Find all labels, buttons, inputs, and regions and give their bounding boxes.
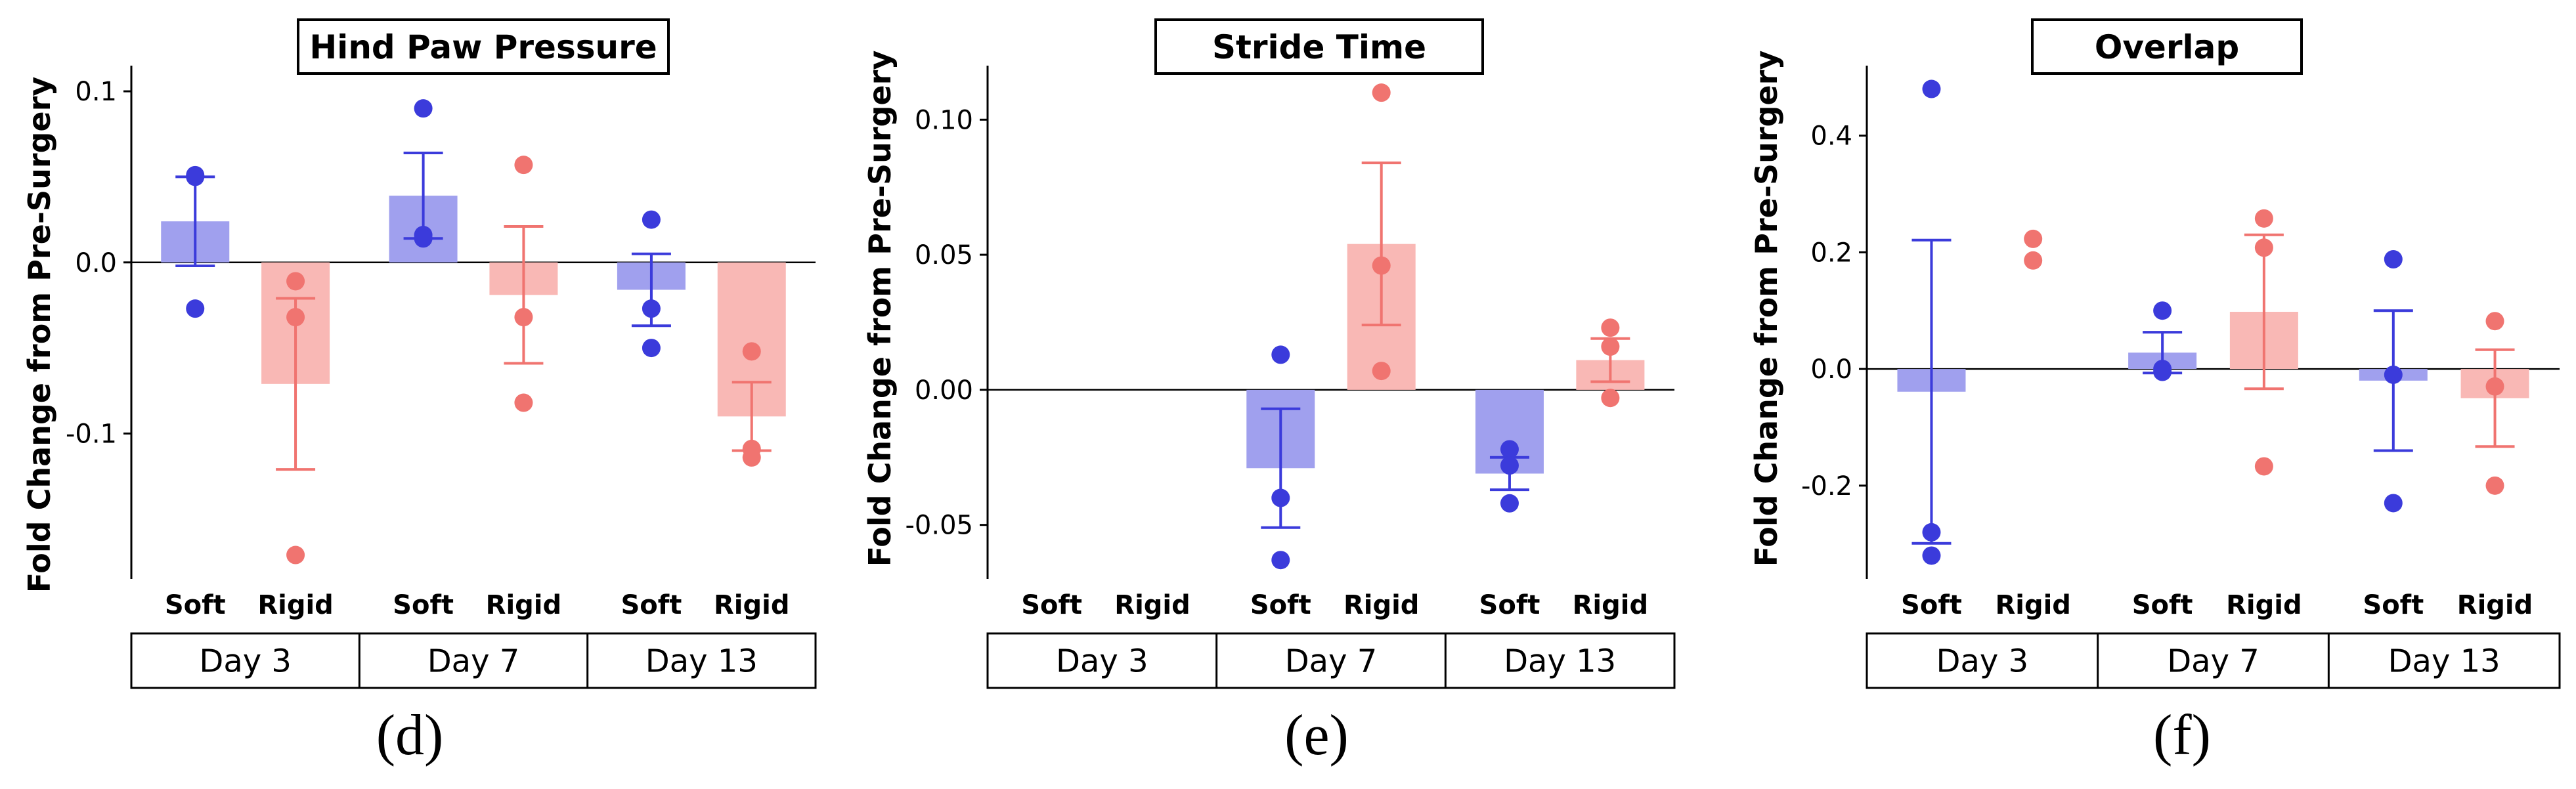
- panel-e-category-label: Rigid: [1573, 590, 1649, 620]
- panel-e-point-rigid-2: [1601, 389, 1620, 408]
- panel-f-label: (f): [2153, 704, 2211, 767]
- panel-e-point-soft-2: [1500, 494, 1519, 513]
- panel-d-category-label: Soft: [621, 590, 682, 620]
- panel-e-category-label: Soft: [1021, 590, 1082, 620]
- panel-f-y-tick-label: -0.2: [1801, 471, 1852, 501]
- panel-d-point-rigid-1: [514, 308, 533, 327]
- panel-d-category-label: Rigid: [714, 590, 790, 620]
- panel-d-y-tick-label: 0.0: [75, 248, 117, 278]
- panel-f-point-soft-1: [2153, 301, 2172, 320]
- panel-e-point-rigid-1: [1372, 256, 1391, 275]
- panel-d-title: Hind Paw Pressure: [297, 18, 670, 75]
- panel-e-point-soft-2: [1500, 440, 1519, 459]
- panel-f-y-tick-label: 0.4: [1810, 121, 1852, 152]
- panel-e-group-label: Day 3: [1056, 643, 1148, 680]
- panel-e-label: (e): [1284, 704, 1349, 767]
- panel-d-point-rigid-2: [742, 342, 761, 361]
- panel-f-point-soft-2: [2384, 494, 2403, 513]
- panel-f-group-box: [1866, 632, 2561, 689]
- panel-d-y-tick-label: -0.1: [66, 419, 117, 449]
- panel-e-y-tick-label: 0.10: [915, 105, 973, 135]
- panel-f-point-soft-0: [1922, 79, 1941, 98]
- panel-f-point-rigid-1: [2254, 238, 2273, 257]
- panel-f-category-label: Rigid: [2457, 590, 2533, 620]
- panel-e-point-soft-1: [1271, 488, 1290, 507]
- panel-f-y-tick-label: 0.2: [1810, 238, 1852, 268]
- panel-e-point-rigid-2: [1601, 337, 1620, 356]
- panel-d-point-soft-2: [642, 339, 661, 358]
- panel-e-point-rigid-1: [1372, 83, 1391, 102]
- panel-d-group-box: [130, 632, 817, 689]
- panel-e-point-rigid-1: [1372, 362, 1391, 381]
- panel-f-point-rigid-1: [2254, 209, 2273, 228]
- panel-d-category-label: Rigid: [486, 590, 562, 620]
- panel-d-group-label: Day 3: [199, 643, 292, 680]
- panel-e-group-label: Day 7: [1285, 643, 1378, 680]
- panel-f-category-label: Soft: [2132, 590, 2193, 620]
- panel-e-point-soft-1: [1271, 345, 1290, 364]
- panel-f-group-label: Day 7: [2167, 643, 2259, 680]
- panel-e-y-tick-label: -0.05: [906, 511, 974, 541]
- panel-f-title: Overlap: [2031, 18, 2303, 75]
- panel-e-category-label: Rigid: [1114, 590, 1190, 620]
- panel-d-point-soft-0: [186, 299, 205, 318]
- panel-d-point-rigid-1: [514, 156, 533, 175]
- panel-e-title: Stride Time: [1154, 18, 1484, 75]
- panel-e-category-label: Rigid: [1343, 590, 1420, 620]
- panel-f-point-rigid-0: [2024, 251, 2043, 270]
- panel-f-point-rigid-2: [2485, 312, 2504, 331]
- panel-f-point-soft-2: [2384, 365, 2403, 384]
- panel-d-point-rigid-2: [742, 448, 761, 467]
- panel-f-point-rigid-1: [2254, 457, 2273, 476]
- panel-d-point-soft-2: [642, 299, 661, 318]
- panel-f-y-tick-label: 0.0: [1810, 354, 1852, 385]
- panel-e-point-soft-1: [1271, 551, 1290, 570]
- panel-d-point-rigid-1: [514, 393, 533, 412]
- panel-e-group-label: Day 13: [1504, 643, 1616, 680]
- panel-d-category-label: Rigid: [257, 590, 334, 620]
- panel-f-point-rigid-0: [2024, 229, 2043, 248]
- panel-d-point-rigid-0: [286, 308, 305, 327]
- panel-d-point-soft-2: [642, 210, 661, 229]
- panel-f-category-label: Rigid: [2226, 590, 2302, 620]
- panel-d-group-label: Day 13: [645, 643, 758, 680]
- panel-f-group-label: Day 3: [1936, 643, 2029, 680]
- panel-d-point-soft-0: [186, 167, 205, 186]
- panel-d-group-label: Day 7: [427, 643, 520, 680]
- panel-d-point-rigid-0: [286, 545, 305, 565]
- panel-f-category-label: Rigid: [1995, 590, 2071, 620]
- panel-d-y-tick-label: 0.1: [75, 77, 117, 107]
- panel-e-category-label: Soft: [1250, 590, 1311, 620]
- panel-f-point-soft-1: [2153, 362, 2172, 381]
- panel-d-point-soft-1: [414, 229, 433, 248]
- panel-f-point-soft-0: [1922, 546, 1941, 565]
- panel-d-category-label: Soft: [393, 590, 454, 620]
- panel-e-y-tick-label: 0.05: [915, 240, 973, 270]
- panel-e-point-rigid-2: [1601, 318, 1620, 337]
- panel-d-label: (d): [376, 704, 444, 767]
- panel-e-point-soft-2: [1500, 456, 1519, 475]
- panel-f-group-label: Day 13: [2388, 643, 2500, 680]
- panel-d-point-rigid-0: [286, 272, 305, 291]
- panel-f-point-rigid-2: [2485, 476, 2504, 495]
- panel-e-group-box: [986, 632, 1676, 689]
- panel-d-point-soft-1: [414, 99, 433, 118]
- panel-f-point-soft-0: [1922, 522, 1941, 542]
- panel-f-category-label: Soft: [1901, 590, 1962, 620]
- panel-f-point-rigid-2: [2485, 377, 2504, 396]
- panel-f-point-soft-2: [2384, 250, 2403, 269]
- panel-d-category-label: Soft: [165, 590, 226, 620]
- panel-e-category-label: Soft: [1479, 590, 1540, 620]
- panel-f-category-label: Soft: [2363, 590, 2424, 620]
- panel-e-y-tick-label: 0.00: [915, 375, 973, 406]
